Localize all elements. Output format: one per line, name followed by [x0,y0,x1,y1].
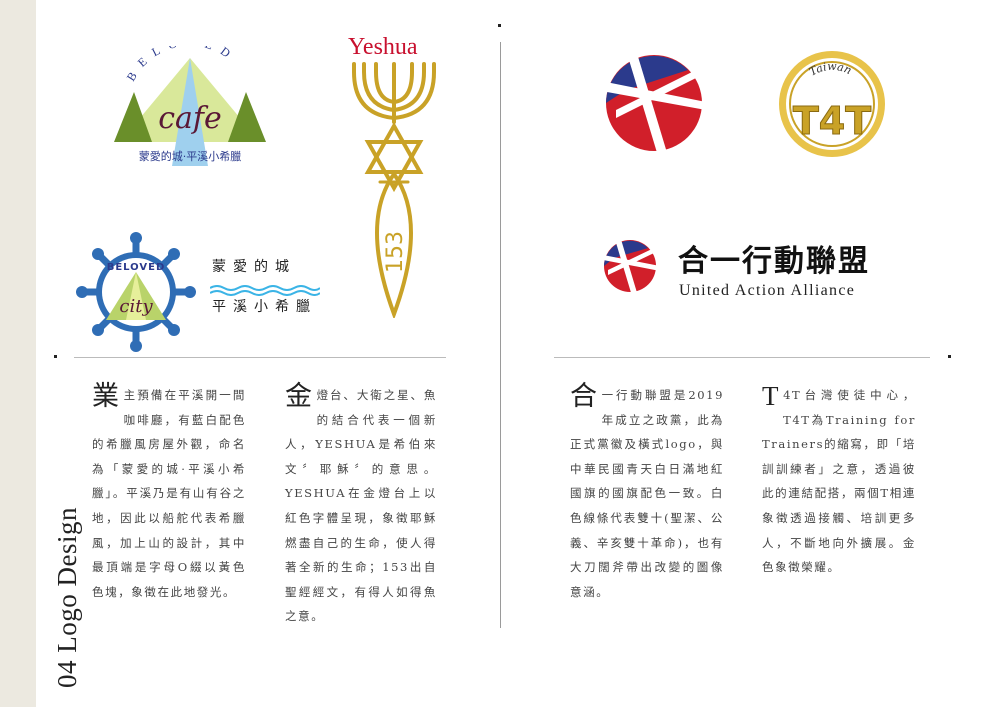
left-dot [54,355,57,358]
paragraph-yeshua: 金燈台、大衛之星、魚的結合代表一個新人，YESHUA是希伯來文〞耶穌〞的意思。Y… [285,383,437,629]
beloved-cafe-logo: BELOVED cafe 蒙愛的城·平溪小希臘 [110,34,270,190]
paragraph-text: 主預備在平溪開一間咖啡廳，有藍白配色的希臘風房屋外觀，命名為「蒙愛的城·平溪小希… [92,388,246,599]
city-line1: 蒙愛的城 [212,259,296,275]
right-divider [554,357,930,358]
left-divider [74,357,446,358]
alliance-small-emblem [598,236,660,300]
paragraph-text: 4T台灣使徒中心，T4T為Training for Trainers的縮寫，即「… [762,388,916,575]
section-title: 04 Logo Design [52,507,82,688]
city-badge-text: BELOVED [107,262,166,273]
beloved-city-logo: BELOVED city [76,232,196,356]
paragraph-alliance: 合一行動聯盟是2019年成立之政黨，此為正式黨徽及橫式logo，與中華民國青天白… [570,383,724,604]
t4t-arc-text: Taiwan [807,60,854,79]
center-divider [500,42,501,628]
paragraph-initial: 業 [92,381,121,411]
yeshua-emblem: 153 [344,62,444,322]
right-dot [948,355,951,358]
alliance-english-name: United Action Alliance [679,282,856,299]
paragraph-t4t: T 4T台灣使徒中心，T4T為Training for Trainers的縮寫，即… [762,383,916,580]
paragraph-text: 一行動聯盟是2019年成立之政黨，此為正式黨徽及橫式logo，與中華民國青天白日… [570,388,724,599]
alliance-round-logo [596,50,706,160]
yeshua-title: Yeshua [348,34,418,60]
alliance-chinese-name: 合一行動聯盟 [678,244,870,279]
paragraph-text: 燈台、大衛之星、魚的結合代表一個新人，YESHUA是希伯來文〞耶穌〞的意思。YE… [285,388,437,624]
top-dot [498,24,501,27]
paragraph-initial: 合 [570,381,599,411]
t4t-logo: Taiwan T4T [776,48,888,164]
cafe-bottom-text: 蒙愛的城·平溪小希臘 [139,149,242,163]
city-line2: 平溪小希臘 [212,299,317,315]
city-wave-icon [209,281,321,300]
yeshua-number: 153 [383,231,408,273]
side-strip [0,0,36,707]
paragraph-initial: 金 [285,381,314,411]
t4t-mark: T4T [793,99,871,143]
paragraph-cafe: 業主預備在平溪開一間咖啡廳，有藍白配色的希臘風房屋外觀，命名為「蒙愛的城·平溪小… [92,383,246,604]
city-script-text: city [119,296,153,317]
cafe-script-text: cafe [158,101,222,136]
paragraph-initial: T [762,381,781,411]
